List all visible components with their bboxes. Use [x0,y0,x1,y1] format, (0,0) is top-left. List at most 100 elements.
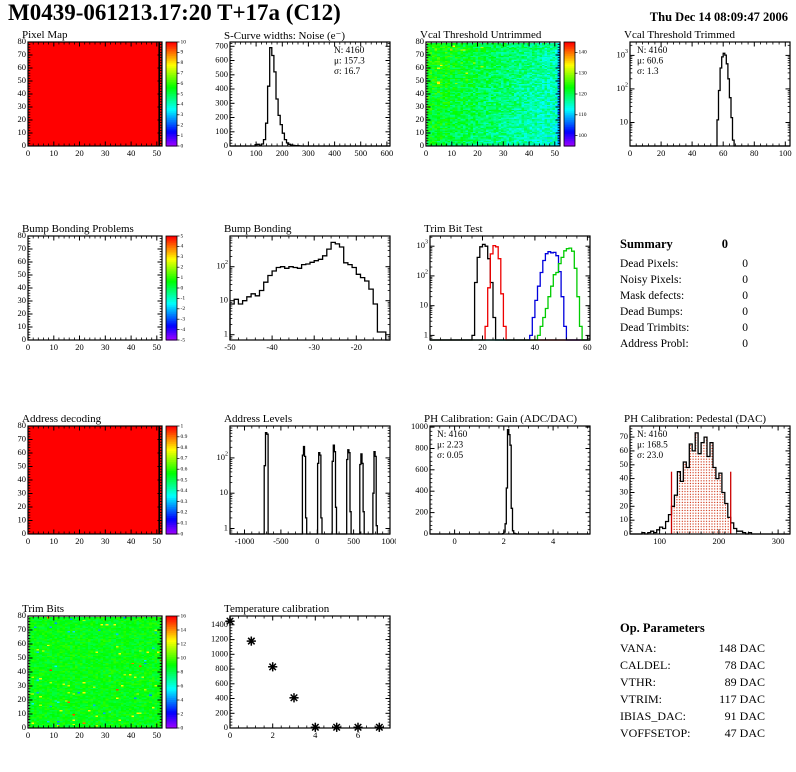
svg-text:200: 200 [713,536,726,546]
svg-text:100: 100 [215,126,228,136]
svg-text:μ: 157.3: μ: 157.3 [334,57,365,67]
svg-text:1: 1 [224,522,228,532]
timestamp: Thu Dec 14 08:09:47 2006 [649,10,788,24]
row-value: 89 DAC [724,675,765,689]
address-decoding-chart: 10.90.80.70.60.50.40.30.20.100 10 20 30 40 50… [18,420,188,546]
svg-text:10: 10 [420,300,429,310]
svg-text:0.3: 0.3 [181,499,188,505]
row-value: 117 DAC [719,692,765,706]
svg-text:10: 10 [50,148,59,158]
address-levels-chart: -1000 -500 0 500 1000 1 10 102 [217,425,396,546]
svg-text:20: 20 [75,148,84,158]
svg-text:μ: 2.23: μ: 2.23 [437,441,464,451]
svg-text:0: 0 [181,725,184,731]
row-label: Mask defects: [620,290,685,302]
svg-text:5: 5 [181,91,184,97]
summary-row-dead-trimbits: Dead Trimbits: 0 [620,320,748,336]
svg-text:4: 4 [551,536,556,546]
svg-text:-2: -2 [181,306,186,312]
svg-text:30: 30 [18,680,27,690]
row-label: Dead Trimbits: [620,322,690,334]
svg-text:6: 6 [181,81,184,87]
svg-text:200: 200 [215,707,228,717]
svg-text:N: 4160: N: 4160 [437,430,468,440]
svg-text:0: 0 [26,148,30,158]
svg-text:10: 10 [220,487,229,497]
svg-text:40: 40 [127,730,136,740]
svg-text:60: 60 [719,148,728,158]
svg-text:2: 2 [502,536,506,546]
svg-text:1: 1 [424,329,428,339]
svg-text:400: 400 [328,148,341,158]
svg-text:50: 50 [153,148,162,158]
svg-text:10: 10 [50,342,59,352]
svg-text:200: 200 [215,111,228,121]
vcal_untrimmed-heatmap-pixels [426,42,560,146]
svg-text:400: 400 [415,485,428,495]
svg-text:0: 0 [424,148,428,158]
svg-text:-30: -30 [309,342,320,352]
svg-text:20: 20 [18,501,27,511]
svg-text:-50: -50 [224,342,235,352]
panel-bump-bonding: Bump Bonding -50 -40 -30 -20 1 10 102 [200,222,396,356]
svg-text:10: 10 [18,514,27,524]
svg-text:-3: -3 [181,316,186,322]
svg-text:0: 0 [224,140,228,150]
svg-text:0: 0 [628,148,632,158]
svg-text:30: 30 [18,295,27,305]
trim-bit-test-chart: 0 20 40 60 1 10 102 103 [417,235,592,352]
svg-text:-1000: -1000 [235,536,255,546]
row-value: 47 DAC [724,726,765,740]
svg-text:100: 100 [653,536,666,546]
panel-temp-calibration: Temperature calibration 0 2 4 6 0 200 400 600 80… [200,602,396,744]
svg-text:0: 0 [315,536,319,546]
summary-row-dead-bumps: Dead Bumps: 0 [620,304,748,320]
panel-ph-gain: PH Calibration: Gain (ADC/DAC) N: 4160 μ:… [400,412,596,550]
svg-text:10: 10 [181,39,187,45]
svg-text:0.1: 0.1 [181,520,188,526]
svg-text:0.4: 0.4 [181,488,188,494]
svg-text:40: 40 [416,88,425,98]
svg-text:103: 103 [617,49,629,59]
svg-text:200: 200 [276,148,289,158]
chart-title-address-decoding: Address decoding [22,413,102,425]
svg-text:80: 80 [18,610,27,620]
summary-total: 0 [721,237,728,251]
chart-title-temp-calibration: Temperature calibration [224,603,330,615]
svg-text:40: 40 [127,536,136,546]
panel-trim-bits: Trim Bits 16 14 12 10 8 6 4 2 0 0 10 20 30 40 50 0 10 20 3… [2,602,198,744]
svg-text:400: 400 [215,692,228,702]
row-label: VTRIM: [620,692,662,706]
panel-ph-pedestal: PH Calibration: Pedestal (DAC) N: 4160 μ:… [600,412,796,550]
svg-text:80: 80 [750,148,759,158]
svg-text:2: 2 [271,730,275,740]
svg-text:20: 20 [18,694,27,704]
svg-text:80: 80 [18,36,27,46]
svg-text:20: 20 [75,342,84,352]
svg-text:70: 70 [18,624,27,634]
svg-text:N: 4160: N: 4160 [637,46,668,56]
op-row-vana: VANA: 148 DAC [620,640,765,657]
panel-summary: Summary 0 Dead Pixels: 0 Noisy Pixels: 0 M… [600,222,796,356]
row-label: Dead Bumps: [620,306,683,318]
svg-text:16: 16 [181,613,187,619]
op-row-vthr: VTHR: 89 DAC [620,674,765,691]
svg-text:20: 20 [657,148,666,158]
panel-vcal-untrimmed: Vcal Threshold Untrimmed 140 130 120 110 100… [400,28,596,162]
row-label: Noisy Pixels: [620,274,682,286]
svg-text:4: 4 [313,730,318,740]
svg-text:40: 40 [531,342,540,352]
svg-text:4: 4 [181,244,184,250]
row-value: 78 DAC [724,658,765,672]
chart-title-trim-bits: Trim Bits [22,603,65,615]
svg-text:70: 70 [18,433,27,443]
svg-text:0: 0 [181,531,184,537]
panel-bump-problems: Bump Bonding Problems 5 4 3 2 1 0 -1 -2 -3 -4 -5 0 1… [2,222,198,356]
svg-text:10: 10 [181,655,187,661]
svg-text:20: 20 [75,536,84,546]
svg-text:8: 8 [181,669,184,675]
svg-text:-4: -4 [181,327,186,333]
svg-text:60: 60 [18,256,27,266]
svg-text:20: 20 [478,342,487,352]
